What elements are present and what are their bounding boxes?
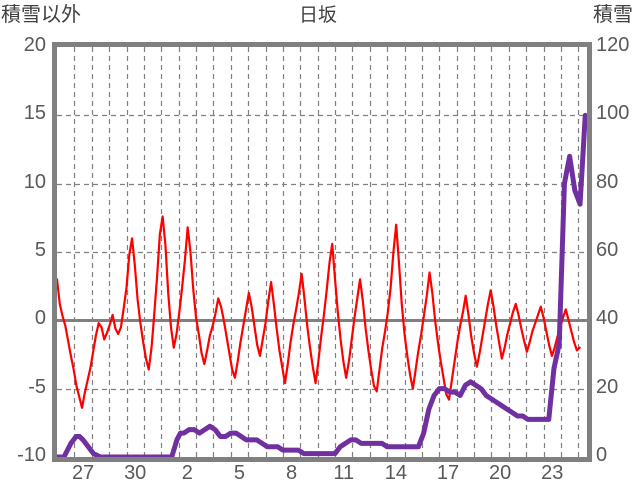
left-axis-title: 積雪以外 xyxy=(1,4,81,26)
left-tick-label: -10 xyxy=(17,444,46,466)
right-tick-label: 60 xyxy=(596,239,619,261)
x-tick-label: 5 xyxy=(233,462,246,484)
x-tick-label: 17 xyxy=(436,462,460,484)
series-lines xyxy=(57,112,587,457)
x-tick-label: 27 xyxy=(71,462,95,484)
right-tick-label: 100 xyxy=(596,102,630,125)
right-axis-title: 積雪 xyxy=(593,4,633,26)
right-tick-label: 0 xyxy=(596,444,608,466)
right-tick-label: 20 xyxy=(596,375,619,398)
left-tick-label: 5 xyxy=(34,239,46,261)
right-tick-label: 80 xyxy=(596,170,619,193)
x-tick-label: 2 xyxy=(181,462,193,484)
left-tick-label: 20 xyxy=(23,34,46,56)
x-tick-label: 14 xyxy=(384,462,407,484)
left-tick-label: 0 xyxy=(34,307,46,330)
plot-area xyxy=(57,47,587,457)
x-tick-label: 23 xyxy=(541,462,564,484)
grid-lines xyxy=(57,47,587,457)
x-tick-label: 11 xyxy=(333,462,355,484)
left-tick-label: 15 xyxy=(23,102,46,125)
x-tick-label: 30 xyxy=(124,462,147,484)
x-tick-label: 20 xyxy=(488,462,512,484)
right-tick-label: 40 xyxy=(596,307,619,330)
left-tick-label: 10 xyxy=(23,170,46,193)
right-tick-label: 120 xyxy=(596,34,630,56)
left-tick-label: -5 xyxy=(28,375,46,398)
x-tick-label: 8 xyxy=(286,462,298,484)
chart-title: 日坂 xyxy=(298,5,337,26)
